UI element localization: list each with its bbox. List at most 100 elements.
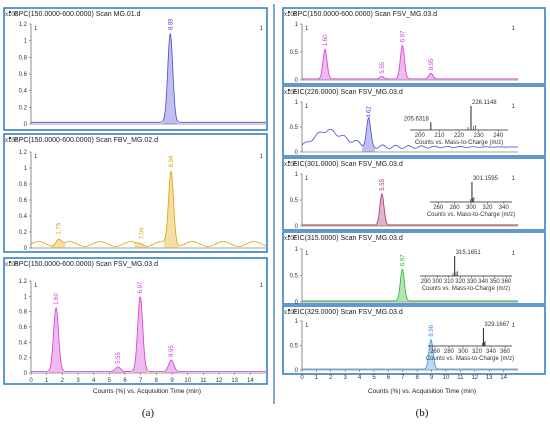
title-bullet [9, 137, 11, 139]
corner-marker-right: 1 [512, 104, 516, 110]
x-tick-label: 0 [29, 378, 33, 384]
peak-area [362, 117, 376, 152]
chart-title: EIC(226.0000) Scan FSV_MG.03.d [293, 89, 403, 96]
panel-label-a: (a) [142, 407, 155, 419]
y-tick-label: 0.6 [19, 198, 28, 204]
ms-inset-tick-label: 320 [482, 205, 493, 211]
corner-marker-left: 1 [305, 251, 309, 257]
y-tick-label: 0 [295, 368, 299, 374]
ms-inset-tick-label: 290 [421, 279, 432, 285]
y-tick-label: 1 [295, 319, 299, 325]
x-tick-label: 7 [139, 378, 143, 384]
x-tick-label: 13 [486, 375, 493, 381]
title-bullet [288, 161, 290, 163]
title-bullet [288, 89, 290, 91]
ms-inset-tick-label: 230 [474, 133, 485, 139]
title-bullet [9, 11, 11, 13]
peak-area [51, 239, 66, 248]
ms-inset-tick-label: 320 [455, 279, 466, 285]
peak-area [164, 359, 179, 373]
peak-area [134, 242, 149, 248]
peak-label: 6.97 [138, 281, 144, 293]
ms-inset-tick-label: 200 [415, 133, 426, 139]
ms-inset-peak-label: 301.1595 [473, 176, 499, 182]
peak-label: 5.55 [380, 178, 386, 190]
x-tick-label: 11 [200, 378, 207, 384]
x-tick-label: 12 [216, 378, 223, 384]
y-tick-label: 1.2 [19, 150, 28, 156]
y-tick-label: 0 [24, 371, 28, 377]
x-axis-label-b: Counts (%) vs. Acquisition Time (min) [368, 388, 476, 395]
y-tick-label: 1 [295, 100, 299, 106]
ms-inset-tick-label: 340 [486, 349, 497, 355]
y-tick-label: 0.2 [19, 356, 28, 362]
ms-inset-xlabel: Counts vs. Mass-to-Charge (m/z) [427, 212, 515, 218]
ms-inset-tick-label: 280 [444, 349, 455, 355]
peak-label: 6.97 [400, 254, 406, 266]
ms-inset-tick-label: 210 [434, 133, 445, 139]
chromatogram-trace [302, 338, 518, 370]
ms-inset-peak-label: 329.1667 [484, 322, 510, 328]
chart-frame [282, 231, 546, 305]
ms-inset-peak-label: 315.1651 [456, 250, 482, 256]
ms-inset-tick-label: 300 [432, 279, 443, 285]
peak-label: 1.60 [323, 34, 329, 46]
peak-area [375, 76, 389, 80]
x-tick-label: 5 [108, 378, 112, 384]
y-tick-label: 0 [24, 122, 28, 128]
ms-inset-tick-label: 300 [458, 349, 469, 355]
corner-marker-right: 1 [260, 283, 264, 289]
ms-inset-tick-label: 320 [472, 349, 483, 355]
corner-marker-right: 1 [512, 26, 516, 32]
x-tick-label: 14 [500, 375, 507, 381]
ms-inset-tick-label: 340 [478, 279, 489, 285]
y-tick-label: 0.8 [19, 182, 28, 188]
y-tick-label: 0.4 [19, 89, 28, 95]
peak-label: 8.95 [169, 345, 175, 357]
peak-label: 4.62 [367, 106, 373, 118]
x-tick-label: 13 [231, 378, 238, 384]
peak-label: 8.94 [169, 155, 175, 167]
peak-label: 5.55 [116, 352, 122, 364]
scale-label: x10² [284, 162, 296, 168]
corner-marker-right: 1 [512, 251, 516, 257]
title-bullet [288, 11, 290, 13]
title-bullet [288, 235, 290, 237]
peak-label: 6.97 [400, 30, 406, 42]
scale-label: x10² [5, 138, 17, 144]
corner-marker-left: 1 [34, 154, 38, 160]
chromatogram-trace [302, 192, 518, 226]
corner-marker-left: 1 [305, 26, 309, 32]
x-tick-label: 0 [300, 375, 304, 381]
title-bullet [9, 261, 11, 263]
chromatogram-trace [301, 117, 518, 150]
y-tick-label: 0 [295, 300, 299, 306]
y-tick-label: 1 [295, 172, 299, 178]
ms-inset-tick-label: 340 [499, 205, 510, 211]
corner-marker-right: 1 [512, 176, 516, 182]
ms-inset-xlabel: Counts vs. Mass-to-Charge (m/z) [415, 140, 503, 146]
peak-label: 7.04 [139, 227, 145, 239]
ms-inset-tick-label: 360 [501, 279, 512, 285]
peak-area [164, 171, 179, 248]
peak-area [133, 296, 148, 373]
peak-label: 8.96 [429, 324, 435, 336]
peak-area [49, 307, 64, 373]
chromatogram-trace [302, 44, 518, 80]
y-tick-label: 1 [24, 294, 28, 300]
chart-title: BPC(150.0000-600.0000) Scan FSV_MG.03.d [14, 261, 158, 268]
x-tick-label: 10 [443, 375, 450, 381]
y-tick-label: 0.5 [290, 344, 299, 350]
corner-marker-left: 1 [34, 283, 38, 289]
title-bullet [288, 309, 290, 311]
peak-area [163, 33, 178, 124]
chart-title: EIC(301.0000) Scan FSV_MG.03.d [293, 161, 403, 168]
y-tick-label: 0.5 [290, 274, 299, 280]
chart-title: EIC(329.0000) Scan FSV_MG.03.d [293, 309, 403, 316]
ms-inset-tick-label: 260 [433, 205, 444, 211]
x-tick-label: 10 [184, 378, 191, 384]
chart-title: BPC(150.0000-600.0000) Scan FBV_MG.02.d [14, 137, 158, 144]
ms-inset-tick-label: 260 [430, 349, 441, 355]
ms-inset-tick-label: 240 [493, 133, 504, 139]
x-tick-label: 8 [416, 375, 420, 381]
